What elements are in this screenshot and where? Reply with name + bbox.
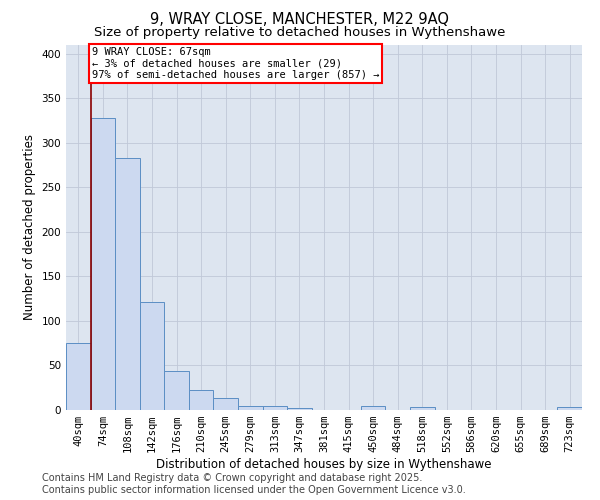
Bar [557,408,582,410]
Bar [164,371,189,410]
Text: 9 WRAY CLOSE: 67sqm
← 3% of detached houses are smaller (29)
97% of semi-detache: 9 WRAY CLOSE: 67sqm ← 3% of detached hou… [92,47,379,80]
X-axis label: Distribution of detached houses by size in Wythenshawe: Distribution of detached houses by size … [156,458,492,471]
Bar [238,406,263,410]
Bar [91,118,115,410]
Y-axis label: Number of detached properties: Number of detached properties [23,134,36,320]
Bar [263,406,287,410]
Bar [410,408,434,410]
Bar [66,343,91,410]
Bar [214,398,238,410]
Bar [140,302,164,410]
Bar [361,406,385,410]
Bar [115,158,140,410]
Bar [189,390,214,410]
Text: Contains HM Land Registry data © Crown copyright and database right 2025.
Contai: Contains HM Land Registry data © Crown c… [42,474,466,495]
Text: 9, WRAY CLOSE, MANCHESTER, M22 9AQ: 9, WRAY CLOSE, MANCHESTER, M22 9AQ [151,12,449,28]
Bar [287,408,312,410]
Text: Size of property relative to detached houses in Wythenshawe: Size of property relative to detached ho… [94,26,506,39]
